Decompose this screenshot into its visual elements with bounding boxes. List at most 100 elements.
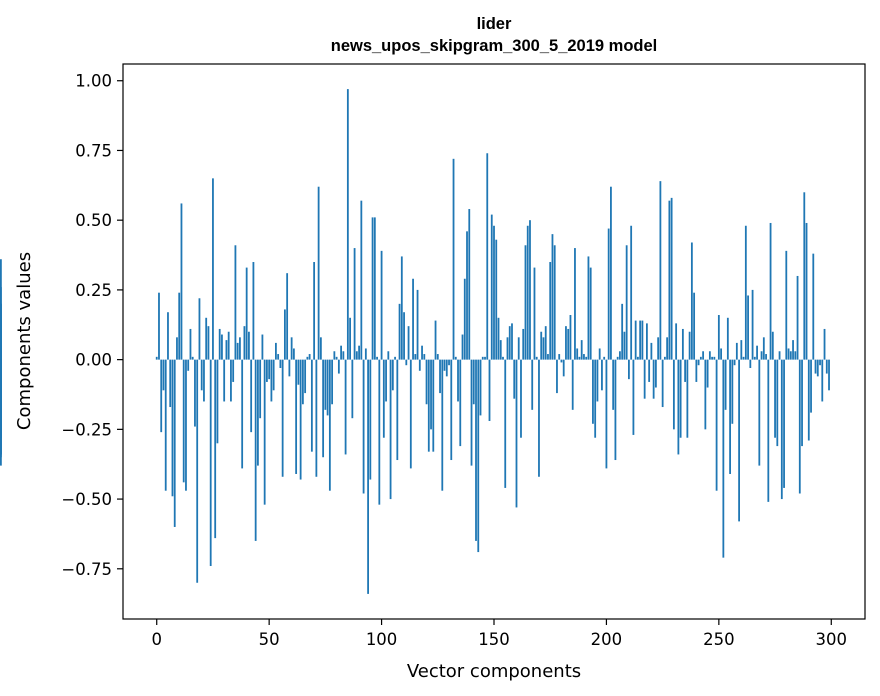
x-tick-label: 300 [816,630,848,649]
bar [355,351,358,360]
bar [621,303,624,360]
bar [218,328,221,360]
bar [409,359,412,469]
bar [778,351,781,360]
bar [807,359,810,441]
bar [243,326,246,360]
bar [702,351,705,360]
bar [252,262,255,360]
bar [511,323,513,360]
bar [198,298,201,360]
bar [632,359,635,435]
bar [459,359,462,447]
bar [540,331,543,360]
bar [583,354,585,360]
bar [603,356,606,360]
bar [281,359,284,477]
bar [272,359,275,391]
bar [470,359,473,466]
x-axis-ticks: 0 50 100 150 200 250 300 [151,619,847,649]
y-tick-label: 0.50 [75,211,112,230]
bar [167,312,169,360]
bar [427,359,430,452]
bar [266,359,268,382]
bar [729,359,731,474]
bar [686,359,689,438]
bar [268,359,271,380]
bar [738,359,740,522]
bar [771,331,774,360]
bar [387,351,390,360]
bar [290,337,293,360]
bar [398,303,401,360]
bar [436,354,439,360]
bar [535,356,538,360]
chart-subtitle: news_upos_skipgram_300_5_2019 model [331,37,658,55]
bar [652,359,655,399]
bar [733,359,736,366]
bar [607,228,610,360]
bar [227,331,230,360]
bar [810,359,812,413]
bar [515,359,518,508]
bar [785,250,788,360]
bar [430,359,432,430]
bar [792,340,794,360]
bar [358,345,360,360]
bar [744,225,747,360]
bar [493,225,495,360]
bar [479,359,482,416]
bar [333,351,336,360]
bar [821,359,824,402]
bar [544,326,547,360]
bar [517,337,520,360]
bar [684,359,687,382]
bar [706,359,709,388]
bar [340,345,342,360]
bar [216,359,219,444]
bar [639,320,642,360]
bar [331,359,334,405]
bar [378,359,381,505]
bar [796,275,799,360]
bar [767,359,770,502]
bar [369,359,372,480]
bar [155,356,158,360]
bar [295,359,298,474]
bar [346,89,349,360]
bar [610,186,612,360]
bar [699,356,702,360]
bar [457,359,459,402]
bar [542,337,545,360]
bar [488,359,491,421]
bar [681,328,684,360]
bar [225,340,228,360]
bar [650,342,653,360]
bar [776,359,779,447]
bar [751,289,754,360]
bar [547,354,549,360]
bar [594,359,597,438]
bar [322,359,325,458]
bar [337,359,340,374]
bar [416,289,419,360]
bar [270,359,273,402]
bar [178,292,181,360]
bar [443,359,446,371]
y-tick-label: 0.00 [75,351,112,370]
bar [747,295,749,360]
bar [605,359,608,469]
bar [275,342,277,360]
bar [722,359,725,558]
bar [0,359,2,438]
bar [185,359,187,491]
bar [221,334,223,360]
bar [596,359,599,402]
bar [0,303,2,360]
bar [630,225,633,360]
bar [466,231,468,360]
bar [616,356,619,360]
bar [254,359,257,541]
bar [801,359,803,447]
bar [508,326,511,360]
